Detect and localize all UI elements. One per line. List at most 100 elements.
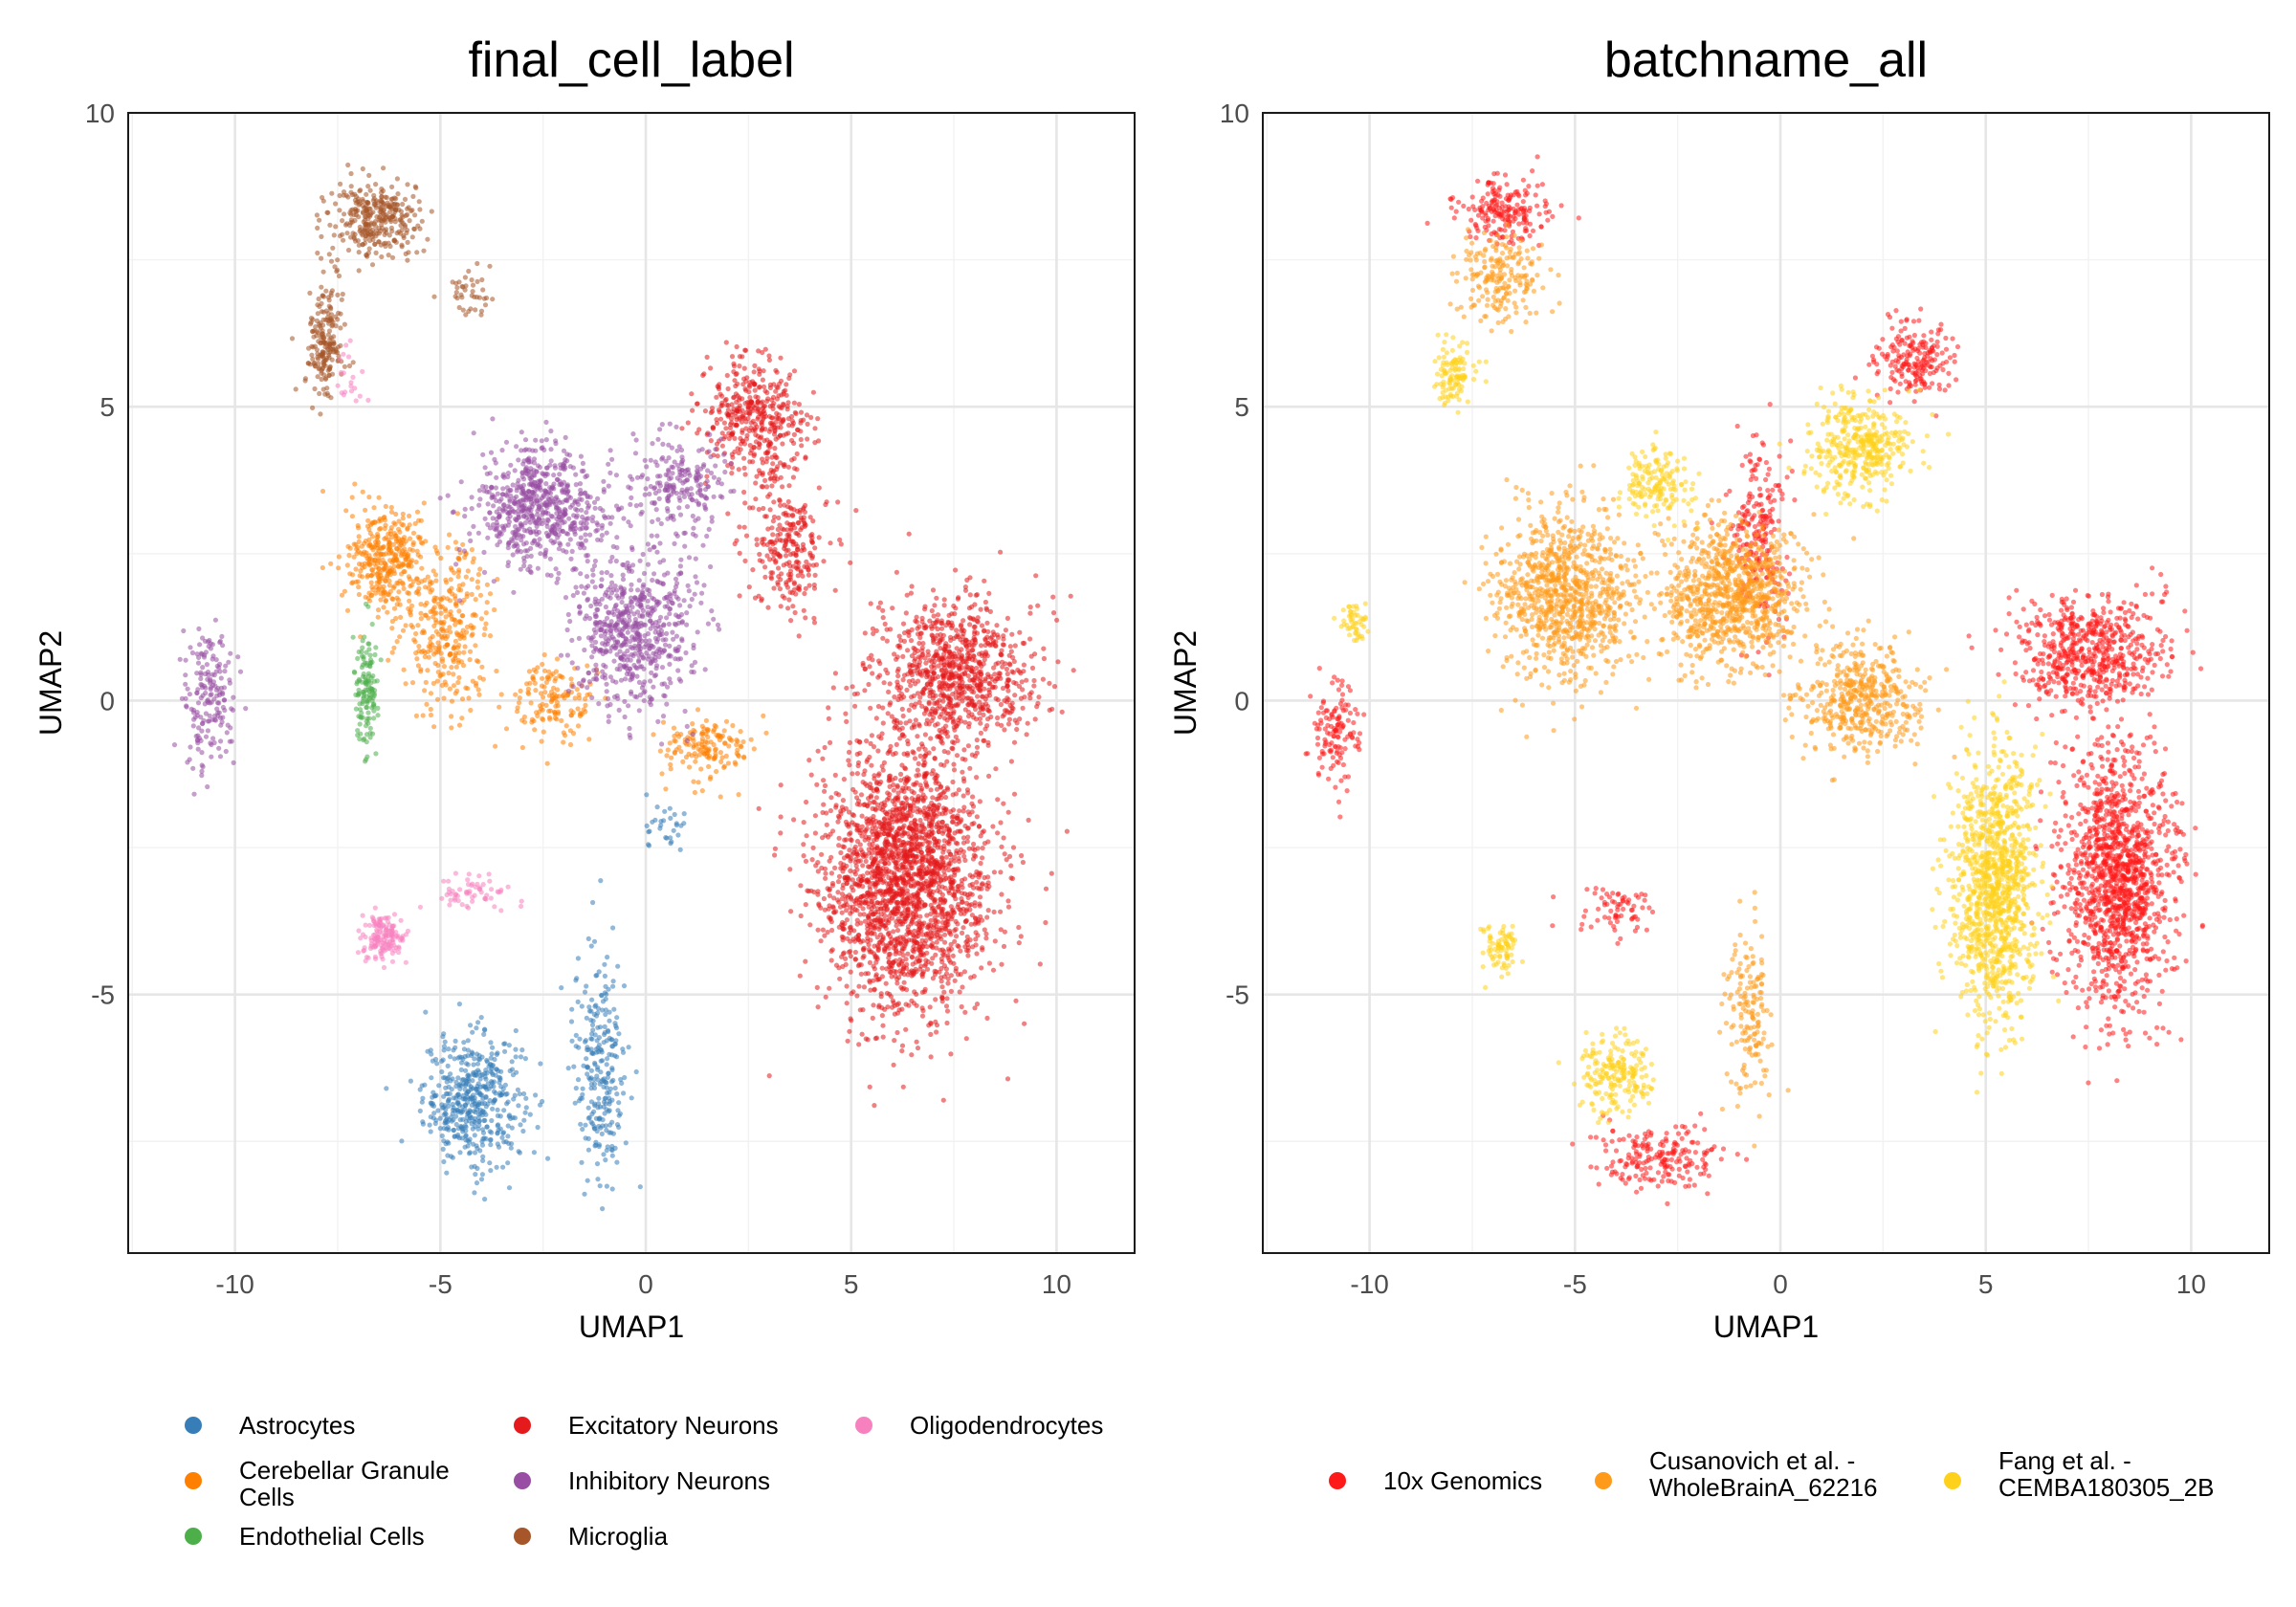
data-point xyxy=(988,673,994,679)
data-point xyxy=(456,618,462,624)
data-point xyxy=(1004,683,1010,689)
data-point xyxy=(907,834,913,840)
data-point xyxy=(722,740,728,746)
data-point xyxy=(984,620,990,626)
data-point xyxy=(1071,668,1076,673)
data-point xyxy=(979,623,985,628)
data-point xyxy=(858,971,864,977)
data-point xyxy=(527,1112,533,1117)
data-point xyxy=(361,693,366,699)
data-point xyxy=(968,921,974,927)
data-point xyxy=(879,965,885,971)
data-point xyxy=(948,941,954,948)
data-point xyxy=(447,1090,453,1097)
data-point xyxy=(366,495,372,500)
data-point xyxy=(949,814,955,821)
data-point xyxy=(612,1021,618,1026)
data-point xyxy=(479,664,485,670)
data-point xyxy=(873,850,879,856)
data-point xyxy=(475,584,481,590)
data-point xyxy=(962,876,968,882)
data-point xyxy=(535,1124,541,1131)
data-point xyxy=(967,622,973,627)
data-point xyxy=(955,866,960,871)
data-point xyxy=(455,574,461,580)
data-point xyxy=(521,1090,527,1097)
data-point xyxy=(846,854,851,860)
data-point xyxy=(416,649,422,654)
data-point xyxy=(387,588,393,595)
data-point xyxy=(421,629,427,636)
data-point xyxy=(587,1076,593,1083)
data-point xyxy=(434,678,440,684)
data-point xyxy=(494,668,499,674)
data-point xyxy=(573,1086,579,1091)
data-point xyxy=(979,650,984,656)
data-point xyxy=(1036,694,1042,700)
data-point xyxy=(895,818,901,824)
data-point xyxy=(579,1159,585,1165)
data-point xyxy=(892,1011,898,1017)
data-point xyxy=(453,1095,459,1101)
data-point xyxy=(482,626,488,631)
data-point xyxy=(937,734,942,740)
data-point xyxy=(838,849,844,856)
data-point xyxy=(1055,659,1061,665)
data-point xyxy=(599,1007,606,1013)
data-point xyxy=(894,1029,900,1036)
data-point xyxy=(446,1127,452,1133)
data-point xyxy=(419,579,425,584)
data-point xyxy=(373,564,379,570)
data-point xyxy=(931,808,937,814)
data-point xyxy=(342,588,347,594)
data-point xyxy=(462,555,468,561)
data-point xyxy=(366,663,372,669)
data-point xyxy=(388,548,394,554)
data-point xyxy=(909,843,915,848)
data-point xyxy=(929,664,935,670)
data-point xyxy=(522,1110,528,1115)
data-point xyxy=(865,938,871,944)
data-point xyxy=(690,721,695,727)
data-point xyxy=(801,842,806,848)
data-point xyxy=(586,1008,593,1014)
data-point xyxy=(541,729,546,735)
data-point xyxy=(672,811,677,818)
data-point xyxy=(517,700,522,706)
data-point xyxy=(858,920,864,926)
data-point xyxy=(487,1137,494,1143)
data-point xyxy=(577,1036,583,1042)
data-point xyxy=(671,725,677,731)
data-point xyxy=(975,671,981,676)
data-point xyxy=(659,771,665,777)
data-point xyxy=(945,619,951,626)
data-point xyxy=(903,1002,909,1007)
data-point xyxy=(445,1063,451,1068)
data-point xyxy=(929,906,935,912)
data-point xyxy=(844,983,850,989)
data-point xyxy=(583,1038,589,1044)
data-point xyxy=(671,827,676,833)
data-point xyxy=(1005,688,1011,693)
data-point xyxy=(448,629,453,635)
data-point xyxy=(423,1009,429,1015)
data-point xyxy=(828,916,833,922)
data-point xyxy=(419,565,425,571)
data-point xyxy=(903,720,909,726)
data-point xyxy=(1001,943,1007,950)
data-point xyxy=(425,668,430,673)
data-point xyxy=(680,759,686,765)
data-point xyxy=(489,1117,495,1124)
data-point xyxy=(441,1047,447,1053)
data-point xyxy=(875,748,881,754)
data-point xyxy=(365,517,371,523)
data-point xyxy=(975,693,981,699)
data-point xyxy=(939,884,945,890)
data-point xyxy=(498,692,504,697)
data-point xyxy=(866,796,872,802)
data-point xyxy=(460,541,466,547)
data-point xyxy=(899,958,905,964)
data-point xyxy=(389,618,395,625)
data-point xyxy=(1004,1076,1011,1082)
data-point xyxy=(804,799,809,805)
